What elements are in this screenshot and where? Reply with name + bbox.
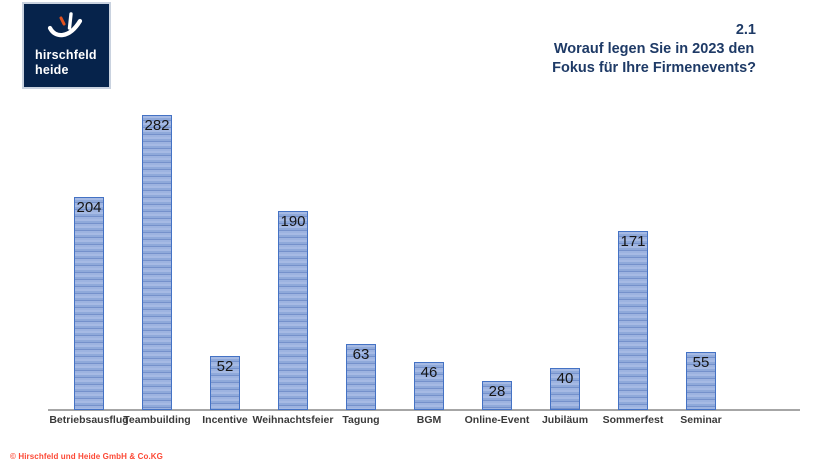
bar: 204 [74,197,104,410]
category-label: Seminar [680,414,722,426]
category-label: Betriebsausflug [49,414,129,426]
bar: 46 [414,362,444,410]
slide-number: 2.1 [735,22,756,38]
sail-smile-logo-icon [47,12,82,38]
bar: 282 [142,115,172,410]
category-label: Teambuilding [123,414,191,426]
category-label: Tagung [342,414,380,426]
category-label: Incentive [202,414,248,426]
x-axis-line [48,409,800,411]
bar-value-label: 204 [76,199,102,216]
bar: 28 [482,381,512,410]
slide-header: 2.1 Worauf legen Sie in 2023 den Fokus f… [552,21,756,78]
bar-value-label: 171 [620,233,646,250]
bar: 52 [210,356,240,410]
bar: 171 [618,231,648,410]
bar: 40 [550,368,580,410]
company-logo: hirschfeld heide [22,2,111,89]
category-label: Weihnachtsfeier [252,414,334,426]
bar-value-label: 63 [352,346,370,363]
bar-value-label: 55 [692,354,710,371]
copyright-notice: © Hirschfeld und Heide GmbH & Co.KG [10,452,163,461]
slide-title-line2: Fokus für Ihre Firmenevents? [552,60,756,76]
category-label: BGM [416,414,442,426]
logo-text-line1: hirschfeld [35,48,97,62]
category-label: Sommerfest [602,414,664,426]
logo-text-line2: heide [35,62,69,77]
bar-value-label: 40 [556,370,574,387]
bar-value-label: 28 [488,383,506,400]
slide-title-line1: Worauf legen Sie in 2023 den [553,41,755,57]
bar-value-label: 282 [144,117,170,134]
bar-value-label: 190 [280,213,306,230]
category-label: Online-Event [464,414,530,426]
bar-value-label: 46 [420,364,438,381]
bar: 190 [278,211,308,410]
bar-value-label: 52 [216,358,234,375]
category-label: Jubiläum [541,414,589,426]
bar: 55 [686,352,716,410]
bar: 63 [346,344,376,410]
